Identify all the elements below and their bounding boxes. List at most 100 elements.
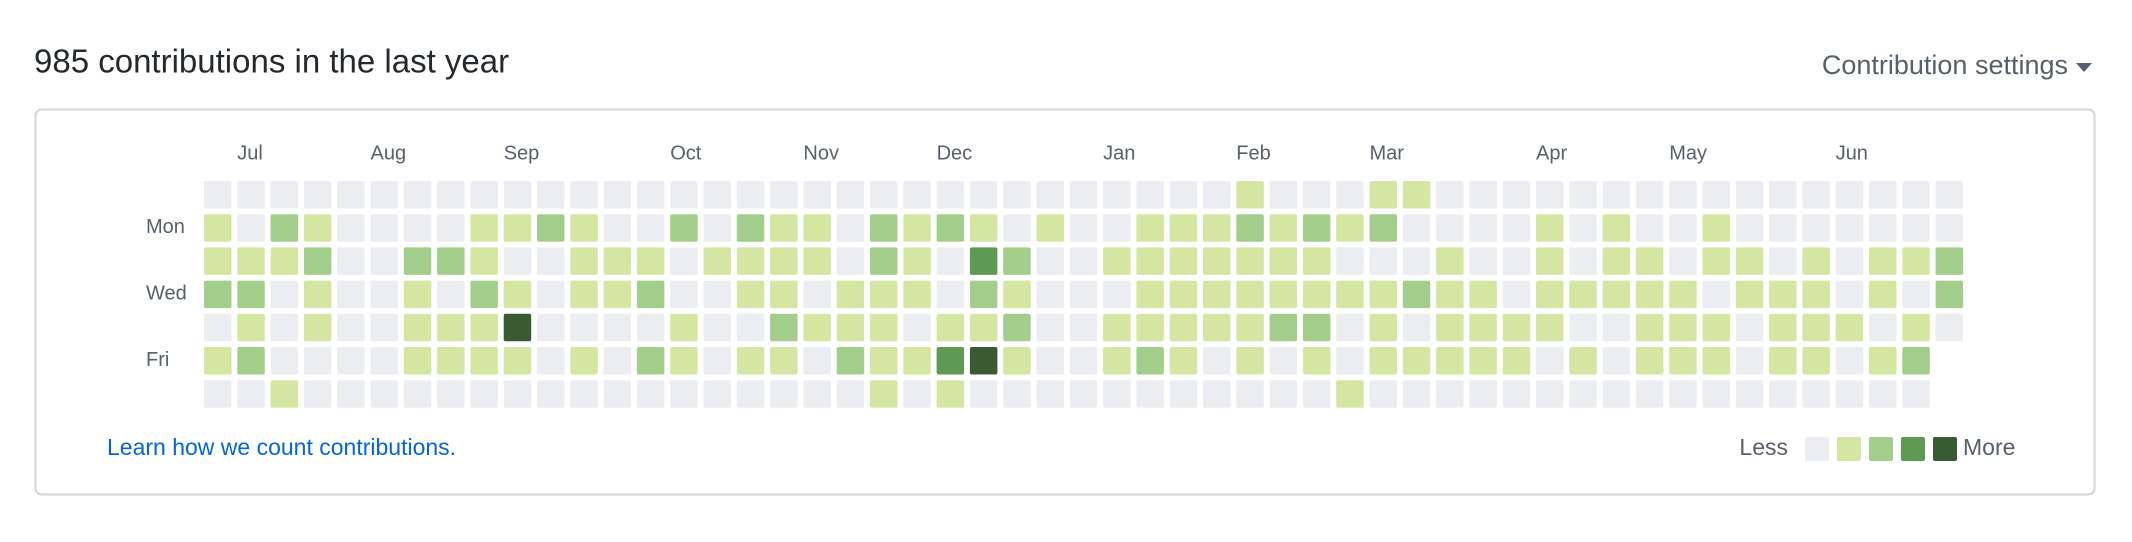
day-cell <box>1069 313 1098 342</box>
day-cell <box>1169 313 1198 342</box>
day-cell <box>670 247 698 275</box>
day-cell <box>836 280 865 309</box>
day-cell <box>1069 214 1098 242</box>
day-cell <box>1869 313 1897 342</box>
day-cell <box>836 380 865 408</box>
day-cell <box>1402 214 1431 242</box>
day-cell <box>1036 280 1064 309</box>
day-cell <box>703 214 731 242</box>
day-cell <box>1502 247 1531 275</box>
day-cell <box>1769 214 1797 242</box>
day-cell <box>1069 181 1098 209</box>
day-cell <box>1469 181 1497 209</box>
day-cell <box>1203 313 1231 342</box>
day-cell <box>1602 380 1631 408</box>
day-cell <box>303 247 332 275</box>
day-cell <box>1302 280 1331 309</box>
day-cell <box>736 247 765 275</box>
day-cell <box>1602 247 1631 275</box>
day-cell <box>1169 280 1198 309</box>
day-cell <box>503 181 532 209</box>
day-cell <box>969 347 998 375</box>
day-cell <box>636 313 665 342</box>
day-cell <box>1169 347 1198 375</box>
day-cell <box>1003 214 1031 242</box>
day-cell <box>1103 280 1131 309</box>
day-cell <box>337 313 365 342</box>
day-cell <box>403 181 432 209</box>
day-cell <box>1569 181 1597 209</box>
day-cell <box>1635 214 1664 242</box>
day-cell <box>803 313 831 342</box>
day-cell <box>1236 313 1264 342</box>
day-cell <box>1869 280 1897 309</box>
day-cell <box>1469 380 1497 408</box>
day-cell <box>1536 247 1564 275</box>
day-cell <box>503 347 532 375</box>
day-cell <box>636 214 665 242</box>
day-cell <box>803 214 831 242</box>
day-cell <box>1835 280 1864 309</box>
day-cell <box>1502 380 1531 408</box>
day-cell <box>770 347 798 375</box>
day-cell <box>1835 181 1864 209</box>
day-cell <box>969 181 998 209</box>
day-cell <box>1769 247 1797 275</box>
day-cell <box>603 313 632 342</box>
day-cell <box>1702 214 1730 242</box>
day-cell <box>1635 380 1664 408</box>
day-cell <box>836 347 865 375</box>
day-cell <box>1902 280 1930 309</box>
day-cell <box>903 313 931 342</box>
day-cell <box>303 214 332 242</box>
day-cell <box>1369 347 1397 375</box>
day-cell <box>969 380 998 408</box>
day-cell <box>1802 347 1830 375</box>
day-cell <box>303 313 332 342</box>
day-cell <box>1835 214 1864 242</box>
day-cell <box>1602 347 1631 375</box>
day-cell <box>1869 347 1897 375</box>
day-cell <box>803 380 831 408</box>
day-cell <box>1602 214 1631 242</box>
day-cell <box>1069 347 1098 375</box>
day-cell <box>1702 347 1730 375</box>
day-cell <box>1036 214 1064 242</box>
contribution-settings[interactable]: Contribution settings <box>1822 50 2068 80</box>
day-cell <box>503 247 532 275</box>
day-cell <box>870 347 898 375</box>
day-cell <box>770 313 798 342</box>
day-cell <box>1336 181 1364 209</box>
dropdown-caret[interactable] <box>2076 63 2092 72</box>
day-cell <box>1269 313 1298 342</box>
day-cell <box>237 214 265 242</box>
month-label: Jun <box>1836 142 1868 164</box>
day-cell <box>1436 280 1464 309</box>
day-cell <box>1136 380 1164 408</box>
day-cell <box>437 347 465 375</box>
month-label: Apr <box>1536 142 1567 164</box>
day-cell <box>370 181 398 209</box>
legend-swatch <box>1901 437 1925 461</box>
day-cell <box>237 347 265 375</box>
day-cell <box>204 181 232 209</box>
month-label: May <box>1669 142 1707 164</box>
day-cell <box>570 347 598 375</box>
title: 985 contributions in the last year <box>34 43 509 80</box>
day-cell <box>1269 181 1298 209</box>
day-cell <box>204 347 232 375</box>
day-cell <box>1069 247 1098 275</box>
day-label: Fri <box>146 349 169 371</box>
day-cell <box>1935 247 1964 275</box>
day-cell <box>636 347 665 375</box>
day-cell <box>1802 181 1830 209</box>
day-cell <box>270 214 299 242</box>
day-cell <box>437 280 465 309</box>
learn-link[interactable]: Learn how we count contributions. <box>107 434 456 460</box>
day-cell <box>237 280 265 309</box>
day-cell <box>1369 247 1397 275</box>
day-cell <box>437 181 465 209</box>
month-label: Oct <box>670 142 702 164</box>
day-cell <box>1236 380 1264 408</box>
day-cell <box>1369 380 1397 408</box>
